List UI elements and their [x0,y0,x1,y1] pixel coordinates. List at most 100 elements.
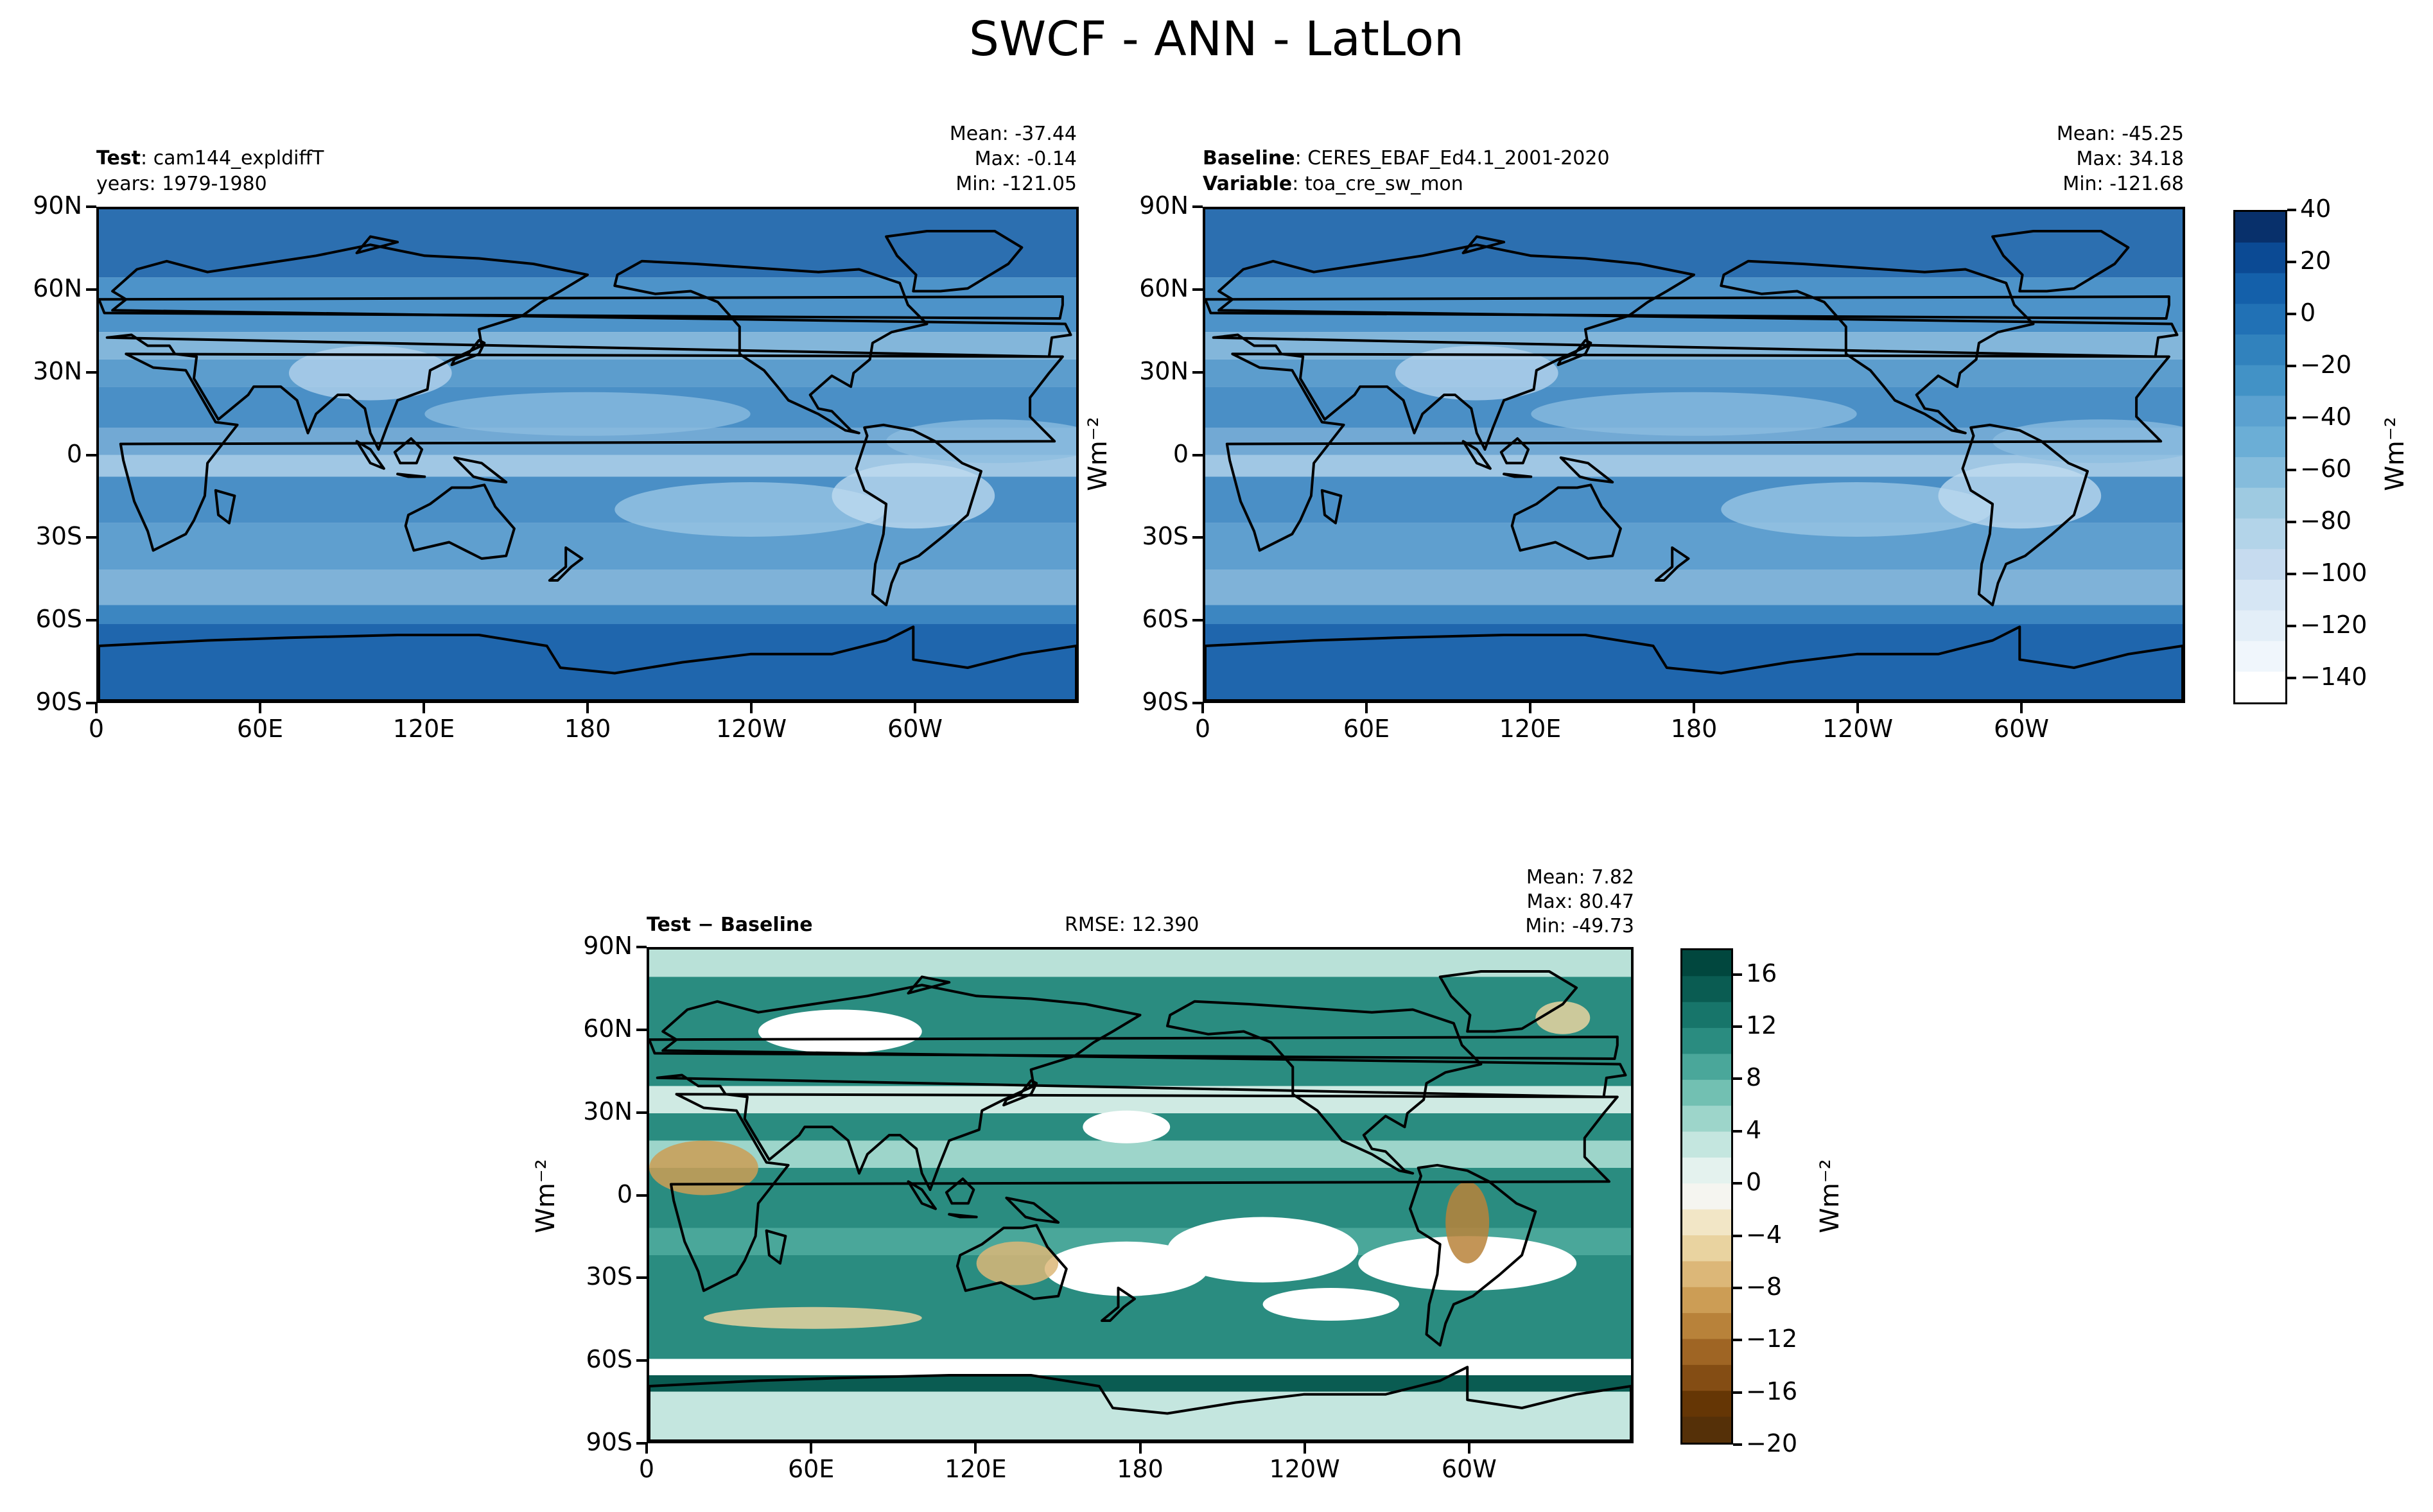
coastline-6 [1205,625,2183,700]
x-tick-label: 120W [1822,715,1894,743]
colorbar-tick-mark [2287,365,2296,368]
x-tick-mark [645,1443,648,1454]
y-tick-mark [636,1111,647,1114]
coastline-2 [955,1224,1068,1300]
colorbar-tick-label: −16 [1746,1377,1798,1405]
x-tick-mark [1303,1443,1306,1454]
colorbar-swatch [1682,950,1731,977]
y-tick-mark [86,536,96,539]
x-tick-label: 0 [638,1455,655,1483]
colorbar-swatch [1682,1183,1731,1210]
colorbar-swatch [2235,549,2285,580]
coastline-7 [1461,440,1492,470]
colorbar-tick-mark [1733,1391,1742,1394]
x-tick-mark [1529,703,1531,713]
coastline-5 [885,230,1024,293]
map-svg [649,950,1631,1441]
diff-colorbar [1680,948,1733,1445]
y-tick-mark [1192,370,1203,374]
x-tick-mark [750,703,753,713]
colorbar-swatch [1682,1364,1731,1392]
coastline-15 [907,975,951,995]
baseline-label: Baseline: CERES_EBAF_Ed4.1_2001-2020 [1203,147,1610,169]
x-tick-mark [95,703,98,713]
coastline-4 [855,423,982,607]
coastline-4 [1961,423,2089,607]
coastline-9 [945,1177,975,1205]
colorbar-swatch [1682,1106,1731,1133]
y-tick-mark [86,370,96,374]
baseline-label-value: CERES_EBAF_Ed4.1_2001-2020 [1307,147,1610,169]
colorbar-tick-label: 0 [1746,1168,1762,1197]
colorbar-swatch [1682,1131,1731,1158]
colorbar-tick-mark [2287,209,2296,211]
coastline-10 [1005,1196,1060,1224]
colorbar-tick-mark [1733,1443,1742,1446]
colorbar-tick-label: 4 [1746,1115,1762,1144]
diff-max: Max: 80.47 [1526,891,1634,913]
colorbar-tick-label: 0 [2300,299,2316,327]
coastline-12 [765,1229,787,1265]
test-years: years: 1979-1980 [96,173,267,195]
coastline-2 [404,483,516,560]
y-tick-label: 60S [1142,605,1189,634]
colorbar-tick-mark [2287,677,2296,680]
y-tick-label: 60N [583,1014,632,1043]
y-tick-label: 90N [583,932,632,960]
coastline-2 [1510,483,1622,560]
colorbar-tick-label: −100 [2300,559,2368,587]
coastline-14 [548,546,584,582]
colorbar-swatch [1682,976,1731,1003]
x-tick-mark [423,703,425,713]
diff-min: Min: -49.73 [1525,915,1634,937]
coastline-5 [1438,970,1578,1033]
colorbar-swatch [2235,580,2285,611]
diff-label-bold: Test − Baseline [647,914,813,936]
map-svg [1205,209,2183,700]
colorbar-swatch [1682,1079,1731,1107]
diff-label: Test − Baseline [647,913,813,937]
y-tick-mark [636,1276,647,1280]
colorbar-tick-mark [1733,1286,1742,1289]
coastline-0 [1225,352,2170,552]
y-tick-mark [1192,702,1203,704]
coastline-6 [649,1366,1631,1441]
colorbar-tick-label: −20 [2300,351,2352,379]
y-tick-label: 90S [1142,688,1189,716]
colorbar-tick-label: −80 [2300,507,2352,535]
diff-colorbar-label: Wm⁻² [1815,1159,1845,1233]
coastline-1 [656,984,1627,1191]
colorbar-tick-label: −140 [2300,663,2368,691]
top-colorbar [2233,210,2287,704]
x-tick-mark [1856,703,1859,713]
top-colorbar-label: Wm⁻² [2380,417,2410,491]
coastline-3 [613,259,929,435]
y-tick-label: 90N [1139,191,1189,220]
y-tick-label: 30N [1139,356,1189,385]
y-tick-mark [86,288,96,291]
coastline-15 [1461,235,1506,254]
x-tick-label: 60E [236,715,284,743]
y-tick-mark [636,1194,647,1197]
coastline-1 [1212,243,2179,451]
coastline-12 [214,489,236,525]
x-tick-label: 60E [1343,715,1390,743]
colorbar-swatch [2235,304,2285,335]
colorbar-swatch [1682,1209,1731,1237]
x-tick-mark [1693,703,1695,713]
y-tick-mark [1192,453,1203,456]
diff-map [647,947,1634,1443]
coastline-7 [355,440,385,470]
y-tick-mark [636,1442,647,1445]
colorbar-tick-mark [1733,973,1742,976]
colorbar-swatch [1682,1339,1731,1366]
x-tick-mark [1365,703,1368,713]
baseline-min: Min: -121.68 [2062,173,2184,195]
colorbar-swatch [2235,641,2285,673]
colorbar-tick-mark [1733,1025,1742,1029]
colorbar-tick-mark [1733,1129,1742,1133]
coastline-3 [1720,259,2035,435]
y-tick-label: 30N [583,1097,632,1125]
y-tick-mark [1192,536,1203,539]
figure-title: SWCF - ANN - LatLon [969,12,1464,67]
